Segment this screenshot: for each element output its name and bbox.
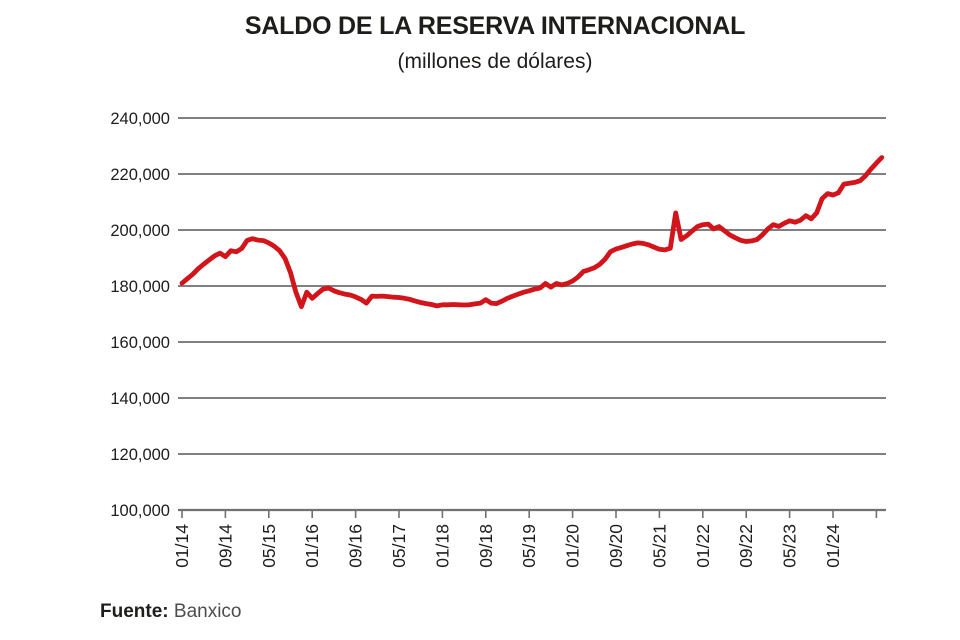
x-tick-label: 09/22: [736, 524, 756, 568]
source-value: Banxico: [173, 601, 242, 622]
x-tick-label: 01/20: [563, 524, 583, 568]
reserves-series-line: [179, 155, 885, 310]
y-tick-label: 200,000: [110, 222, 170, 240]
x-tick-label: 09/20: [606, 524, 626, 568]
y-tick-label: 140,000: [110, 390, 170, 408]
y-tick-label: 100,000: [110, 502, 170, 520]
x-tick-label: 09/16: [346, 524, 366, 568]
x-tick-label: 09/18: [476, 524, 496, 568]
y-tick-label: 120,000: [110, 446, 170, 464]
x-tick-label: 05/23: [780, 524, 800, 568]
x-tick-label: 05/17: [389, 524, 409, 568]
x-tick-label: 01/14: [172, 524, 192, 568]
x-tick-label: 01/24: [823, 524, 843, 568]
x-tick-label: 05/21: [649, 524, 669, 568]
y-tick-label: 240,000: [110, 110, 170, 128]
x-tick-label: 01/22: [693, 524, 713, 568]
chart-subtitle: (millones de dólares): [397, 50, 593, 73]
x-tick-label: 09/14: [215, 524, 235, 568]
y-tick-label: 220,000: [110, 166, 170, 184]
chart-title: SALDO DE LA RESERVA INTERNACIONAL: [244, 12, 746, 40]
x-tick-label: 05/19: [519, 524, 539, 568]
x-tick-label: 01/16: [302, 524, 322, 568]
y-tick-label: 160,000: [110, 334, 170, 352]
x-tick-label: 05/15: [259, 524, 279, 568]
source-label: Fuente:: [100, 601, 169, 622]
source-note: Fuente: Banxico: [100, 601, 242, 623]
x-tick-label: 01/18: [432, 524, 452, 568]
y-tick-label: 180,000: [110, 278, 170, 296]
